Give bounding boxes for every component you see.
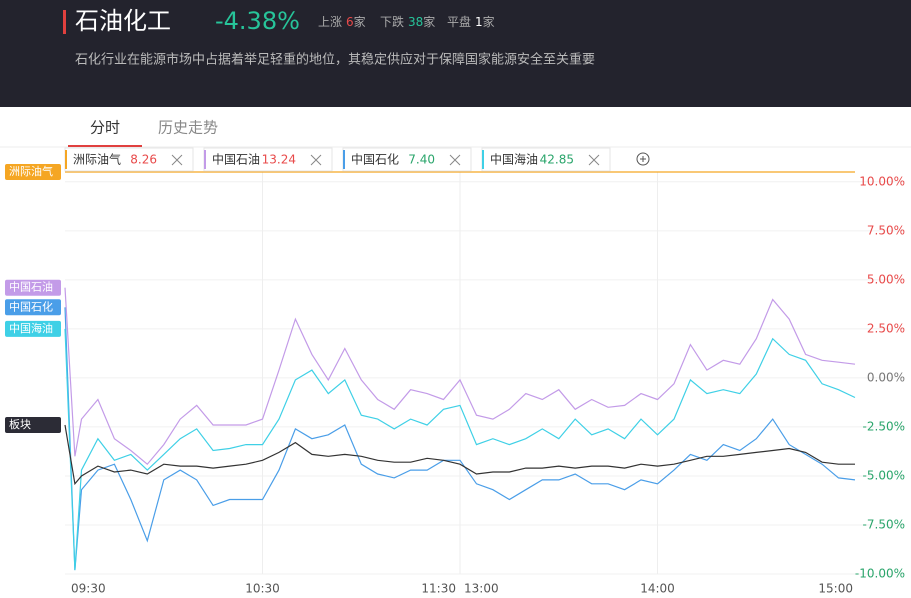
series-tag [5,416,61,433]
series-tag [5,279,61,296]
stat-label: 下跌 [380,14,404,29]
stat-count: 1 [475,15,483,29]
chip-name: 洲际油气 [73,152,121,167]
chip-close[interactable] [171,154,183,166]
chip-close[interactable] [310,154,322,166]
stat-count: 38 [408,15,423,29]
sector-change: -4.38% [215,7,300,35]
series-line [64,307,856,571]
series-tag-label: 洲际油气 [9,164,53,178]
x-tick-label: 13:00 [464,582,499,596]
series-tag-label: 中国石化 [9,299,53,313]
series-tag-label: 板块 [9,417,31,431]
chip-name: 中国石油 [212,152,260,167]
series-tag-label: 中国海油 [9,321,53,335]
series-tag [5,299,61,316]
add-button[interactable] [636,152,650,166]
y-tick-label: 0.00% [867,370,905,384]
y-tick-label: 7.50% [867,223,905,237]
stat-up: 上涨 6家 [318,14,366,29]
chip-price: 8.26 [130,153,157,167]
series-line [64,328,856,571]
tab[interactable]: 历史走势 [158,119,218,137]
chip-accent [482,150,484,169]
series-tag-label: 中国石油 [9,280,53,294]
y-tick-label: -5.00% [863,468,905,482]
y-tick-label: 2.50% [867,321,905,335]
stat-label: 上涨 [318,14,342,29]
stat-down: 下跌 38家 [380,14,435,29]
sector-subtitle: 石化行业在能源市场中占据着举足轻重的地位，其稳定供应对于保障国家能源安全至关重要 [75,52,595,68]
title-accent [63,10,66,34]
sector-title: 石油化工 [75,7,171,35]
x-tick-label: 10:30 [245,582,280,596]
series-tag [5,320,61,337]
series-tag [5,164,61,180]
stat-unit: 家 [483,14,495,29]
chip-accent [343,150,345,169]
stat-flat: 平盘 1家 [447,14,495,29]
chip-accent [65,150,67,169]
x-tick-label: 11:30 [421,582,456,596]
tab[interactable]: 分时 [90,119,120,137]
chip-accent [204,150,206,169]
chip-price: 42.85 [540,153,574,167]
x-tick-label: 14:00 [640,582,675,596]
stat-unit: 家 [354,14,366,29]
y-tick-label: 10.00% [859,174,905,188]
y-tick-label: -10.00% [855,567,905,581]
series-line [64,287,856,466]
chip-name: 中国海油 [490,152,538,167]
chip-close[interactable] [588,154,600,166]
header-bg [0,0,911,107]
y-tick-label: -7.50% [863,517,905,531]
stat-label: 平盘 [447,14,471,29]
chip-price: 7.40 [408,153,435,167]
chip-close[interactable] [449,154,461,166]
x-tick-label: 15:00 [818,582,853,596]
chip-name: 中国石化 [351,152,399,167]
stat-unit: 家 [423,14,435,29]
y-tick-label: 5.00% [867,272,905,286]
stat-count: 6 [346,15,354,29]
y-tick-label: -2.50% [863,419,905,433]
x-tick-label: 09:30 [71,582,106,596]
tab-underline [68,145,142,147]
chip-price: 13.24 [262,153,296,167]
series-line [64,424,855,486]
